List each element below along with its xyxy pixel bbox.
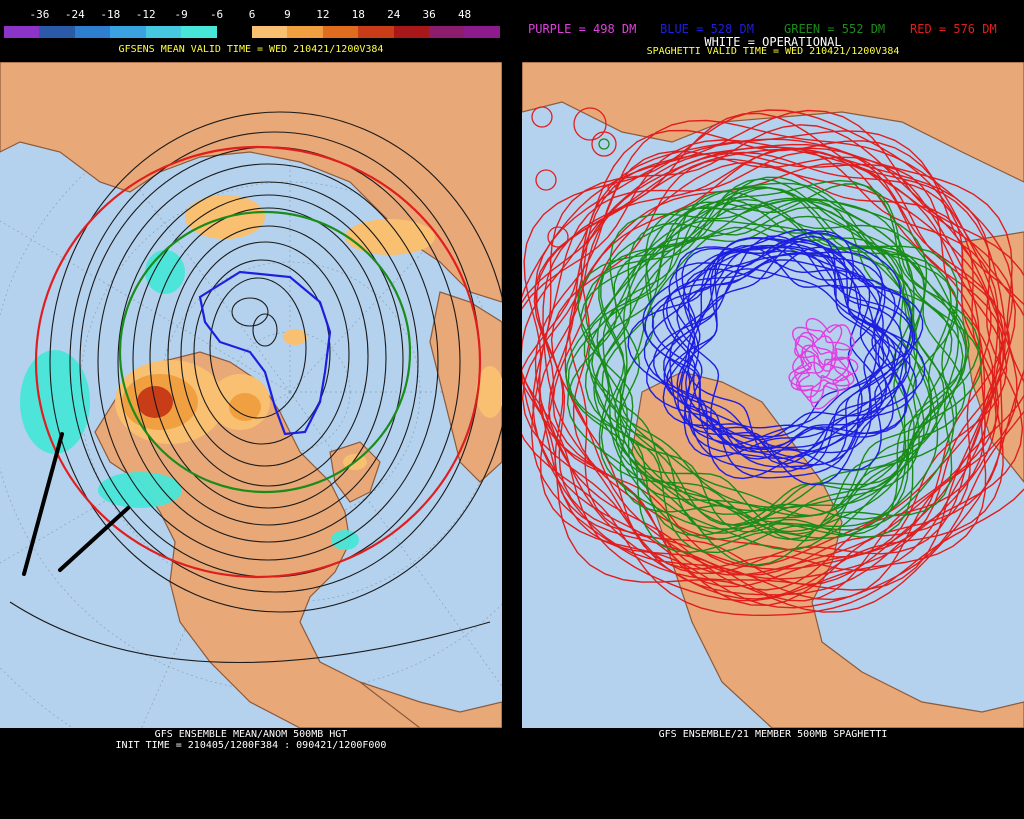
ensemble-member-contour: [584, 187, 959, 554]
ensemble-member-contour: [791, 326, 853, 375]
ensemble-member-contour: [596, 198, 953, 542]
legend-value-label: 9: [284, 8, 291, 21]
purple-498-contours: [788, 317, 859, 410]
ensemble-member-contour: [666, 268, 897, 466]
ensemble-member-contour: [677, 235, 913, 486]
ensemble-member-contour: [583, 206, 914, 527]
ensemble-member-contour: [682, 246, 895, 460]
ensemble-member-contour: [617, 183, 967, 535]
ensemble-member-contour: [600, 179, 980, 533]
legend-value-label: 24: [387, 8, 401, 21]
ensemble-member-contour: [588, 190, 960, 566]
blue-contour-label: BLUE = 528 DM: [660, 22, 754, 36]
ensemble-member-contour: [662, 259, 883, 451]
colorbar-swatch: [181, 26, 217, 38]
legend-value-label: -18: [100, 8, 121, 21]
ensemble-member-contour: [796, 335, 859, 392]
colorbar-swatch: [216, 26, 252, 38]
colorbar-swatch: [74, 26, 111, 38]
ensemble-member-contour: [663, 236, 924, 454]
ensemble-member-contour: [564, 148, 999, 572]
legend-labels: -36 -24 -18 -12 -9 -6 6 9 12 18 24 36 48: [4, 4, 500, 24]
ensemble-member-contour: [542, 112, 1007, 575]
operational-label: WHITE = OPERATIONAL: [704, 35, 842, 49]
colorbar-swatch: [251, 26, 288, 38]
spaghetti-legend: PURPLE = 498 DM BLUE = 528 DM GREEN = 55…: [522, 22, 1024, 38]
ensemble-member-contour: [668, 238, 888, 441]
anomaly-legend: -36 -24 -18 -12 -9 -6 6 9 12 18 24 36 48: [4, 4, 500, 40]
ensemble-member-contour: [675, 232, 907, 449]
legend-value-label: -12: [135, 8, 156, 21]
colorbar-swatch: [393, 26, 430, 38]
ensemble-member-contour: [794, 335, 850, 398]
ensemble-member-contour: [567, 198, 926, 537]
ensemble-member-contour: [643, 235, 911, 480]
legend-value-label: 36: [422, 8, 436, 21]
legend-value-label: 6: [248, 8, 256, 21]
red-576-contours: [522, 109, 1024, 617]
legend-value-label: 12: [316, 8, 330, 21]
ensemble-member-contour: [584, 178, 968, 541]
legend-value-label: -6: [209, 8, 224, 21]
colorbar-swatch: [145, 26, 182, 38]
colorbar-swatch: [464, 26, 500, 38]
colorbar-swatch: [322, 26, 359, 38]
colorbar-swatch: [358, 26, 394, 38]
ensemble-mean-map: [0, 62, 502, 728]
red-small-loops: [531, 106, 617, 248]
spaghetti-panel: PURPLE = 498 DM BLUE = 528 DM GREEN = 55…: [522, 0, 1024, 819]
green-552-contours: [565, 176, 983, 566]
colorbar-swatch: [287, 26, 323, 38]
colorbar-swatch: [39, 26, 75, 38]
purple-contour-label: PURPLE = 498 DM: [528, 22, 637, 36]
ensemble-member-contour: [522, 109, 1024, 613]
ensemble-member-contour: [572, 148, 1008, 558]
ensemble-member-contour: [619, 215, 946, 517]
ensemble-member-contour: [593, 206, 940, 541]
red-contour-label: RED = 576 DM: [910, 22, 997, 36]
spaghetti-map: [522, 62, 1024, 728]
green-contour-label: GREEN = 552 DM: [784, 22, 886, 36]
ensemble-member-contour: [548, 152, 994, 568]
ensemble-member-contour: [676, 251, 917, 449]
legend-value-label: -24: [64, 8, 85, 21]
ensemble-member-contour: [646, 246, 914, 468]
ensemble-mean-panel: -36 -24 -18 -12 -9 -6 6 9 12 18 24 36 48 GFSENS MEAN…: [0, 0, 502, 819]
legend-value-label: -36: [29, 8, 50, 21]
spaghetti-map-svg: [522, 62, 1024, 728]
ensemble-member-contour: [536, 147, 1011, 580]
legend-value-label: 48: [457, 8, 472, 21]
ensemble-member-contour: [598, 176, 970, 521]
colorbar-swatch: [110, 26, 146, 38]
anomaly-colorbar: [4, 26, 500, 38]
ensemble-member-contour: [653, 252, 926, 479]
ensemble-member-contour: [566, 199, 958, 551]
ensemble-member-contour: [534, 130, 1024, 609]
trough-axis-lines: [22, 432, 130, 576]
colorbar-swatch: [4, 26, 40, 38]
blue-528-contours: [627, 228, 926, 486]
mean-map-svg: [0, 62, 502, 728]
mean-valid-time-title: GFSENS MEAN VALID TIME = WED 210421/1200…: [118, 44, 384, 55]
legend-value-label: 18: [351, 8, 365, 21]
legend-value-label: -9: [174, 8, 188, 21]
mean-footer-title: GFS ENSEMBLE MEAN/ANOM 500MB HGT: [154, 729, 348, 740]
spaghetti-footer-title: GFS ENSEMBLE/21 MEMBER 500MB SPAGHETTI: [658, 729, 888, 740]
mean-footer-init-time: INIT TIME = 210405/1200F384 : 090421/120…: [115, 740, 387, 751]
spaghetti-valid-time-title: SPAGHETTI VALID TIME = WED 210421/1200V3…: [646, 46, 900, 57]
ensemble-member-contour: [532, 124, 1018, 601]
key-contours: [34, 145, 482, 579]
ensemble-member-contour: [522, 138, 1024, 617]
ensemble-member-contour: [794, 324, 843, 379]
colorbar-swatch: [429, 26, 465, 38]
ensemble-member-contour: [798, 350, 850, 404]
